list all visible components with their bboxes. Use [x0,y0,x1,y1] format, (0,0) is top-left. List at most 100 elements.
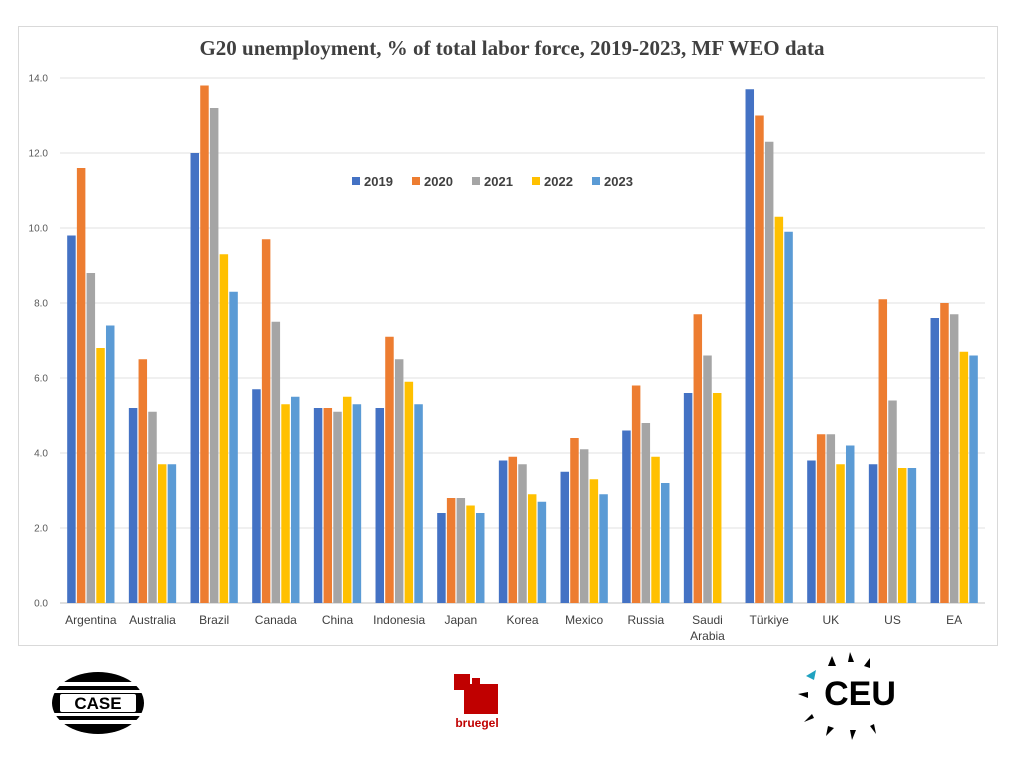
bar-japan-2023 [475,513,485,603]
y-axis-ticks: 0.0 2.0 4.0 6.0 8.0 10.0 12.0 14.0 [29,74,49,610]
category-label: Saudi Arabia [690,613,725,643]
bar-chart: 0.0 2.0 4.0 6.0 8.0 10.0 12.0 14.0 Argentina Aus… [29,74,985,643]
bar-russia-2019 [622,430,631,603]
bar-ea-2020 [940,303,949,603]
legend-label: 2021 [484,174,513,189]
bar-indonesia-2020 [385,336,394,603]
bar-brazil-2023 [229,291,238,603]
y-tick-label: 14.0 [29,74,49,85]
bar-mexico-2019 [560,471,570,603]
bar-saudi-arabia-2021 [703,355,712,603]
bar-mexico-2023 [599,494,608,603]
bar-canada-2019 [252,389,261,603]
bar-brazil-2021 [209,108,219,603]
bar-china-2019 [313,408,323,603]
case-logo-text: CASE [74,694,121,713]
bar-japan-2022 [466,505,475,603]
legend-label: 2023 [604,174,633,189]
bar-türkiye-2019 [745,89,755,603]
y-tick-label: 2.0 [34,524,48,535]
bar-brazil-2019 [190,153,200,603]
y-tick-label: 12.0 [29,149,49,160]
category-label: Korea [506,613,538,627]
bar-australia-2019 [128,408,138,603]
bar-korea-2019 [498,460,508,603]
bar-indonesia-2022 [404,381,414,603]
category-label: China [322,613,354,627]
bar-uk-2023 [845,445,855,603]
bar-china-2020 [323,408,333,603]
bar-us-2019 [868,464,878,603]
bar-ea-2022 [959,351,969,603]
bar-türkiye-2023 [784,231,793,603]
bar-argentina-2023 [105,325,115,603]
legend-label: 2022 [544,174,573,189]
bar-argentina-2022 [96,348,105,603]
bar-australia-2022 [157,464,167,603]
bar-indonesia-2019 [375,408,385,603]
bar-argentina-2021 [86,273,96,603]
bruegel-logo: bruegel [450,672,510,732]
chart-title: G20 unemployment, % of total labor force… [199,36,825,60]
y-tick-label: 0.0 [34,599,48,610]
bar-australia-2021 [148,411,157,603]
bar-türkiye-2020 [755,115,764,603]
bruegel-logo-text: bruegel [455,716,498,730]
category-label: UK [822,613,839,627]
bar-china-2023 [352,404,362,603]
bar-uk-2019 [807,460,816,603]
bar-mexico-2022 [589,479,599,603]
bar-ea-2023 [969,355,978,603]
bar-china-2021 [333,411,342,603]
legend-swatch [412,177,420,185]
y-tick-label: 6.0 [34,374,48,385]
bar-korea-2022 [527,494,537,603]
legend-label: 2019 [364,174,393,189]
bar-uk-2021 [826,434,836,603]
bar-uk-2022 [836,464,845,603]
y-tick-label: 8.0 [34,299,48,310]
bar-japan-2021 [456,498,466,603]
category-label: EA [946,613,962,627]
bar-japan-2019 [437,513,446,603]
bar-argentina-2019 [67,235,76,603]
bar-canada-2023 [290,396,300,603]
bar-australia-2020 [138,359,148,603]
bar-russia-2020 [631,385,641,603]
y-tick-label: 10.0 [29,224,49,235]
bar-korea-2023 [537,501,547,603]
x-axis-categories: Argentina Australia Brazil Canada China Indon… [65,613,962,643]
bar-indonesia-2023 [414,404,423,603]
bar-türkiye-2022 [774,216,784,603]
ceu-logo: CEU [798,652,908,740]
category-label: Mexico [565,613,603,627]
bar-saudi-arabia-2020 [693,314,703,603]
bar-canada-2020 [261,239,271,603]
bar-brazil-2020 [200,85,209,603]
bar-china-2022 [342,396,352,603]
ceu-logo-text: CEU [824,675,896,713]
bar-korea-2020 [508,456,518,603]
legend-swatch [352,177,360,185]
legend-swatch [592,177,600,185]
category-label: Türkiye [749,613,789,627]
y-tick-label: 4.0 [34,449,48,460]
bar-us-2023 [907,468,917,603]
category-label: Australia [129,613,176,627]
bar-japan-2020 [446,498,456,603]
bar-brazil-2022 [219,254,229,603]
legend: 2019 2020 2021 2022 2023 [352,174,633,189]
bar-russia-2021 [641,423,651,603]
legend-swatch [532,177,540,185]
bar-türkiye-2021 [764,141,774,603]
bar-saudi-arabia-2019 [683,393,693,603]
bar-argentina-2020 [76,168,86,603]
legend-swatch [472,177,480,185]
category-label: Canada [255,613,297,627]
case-logo: CASE [50,670,146,736]
category-label: US [884,613,901,627]
category-label: Japan [444,613,477,627]
bar-us-2021 [888,400,897,603]
bars [67,85,978,603]
bar-ea-2019 [930,318,940,603]
